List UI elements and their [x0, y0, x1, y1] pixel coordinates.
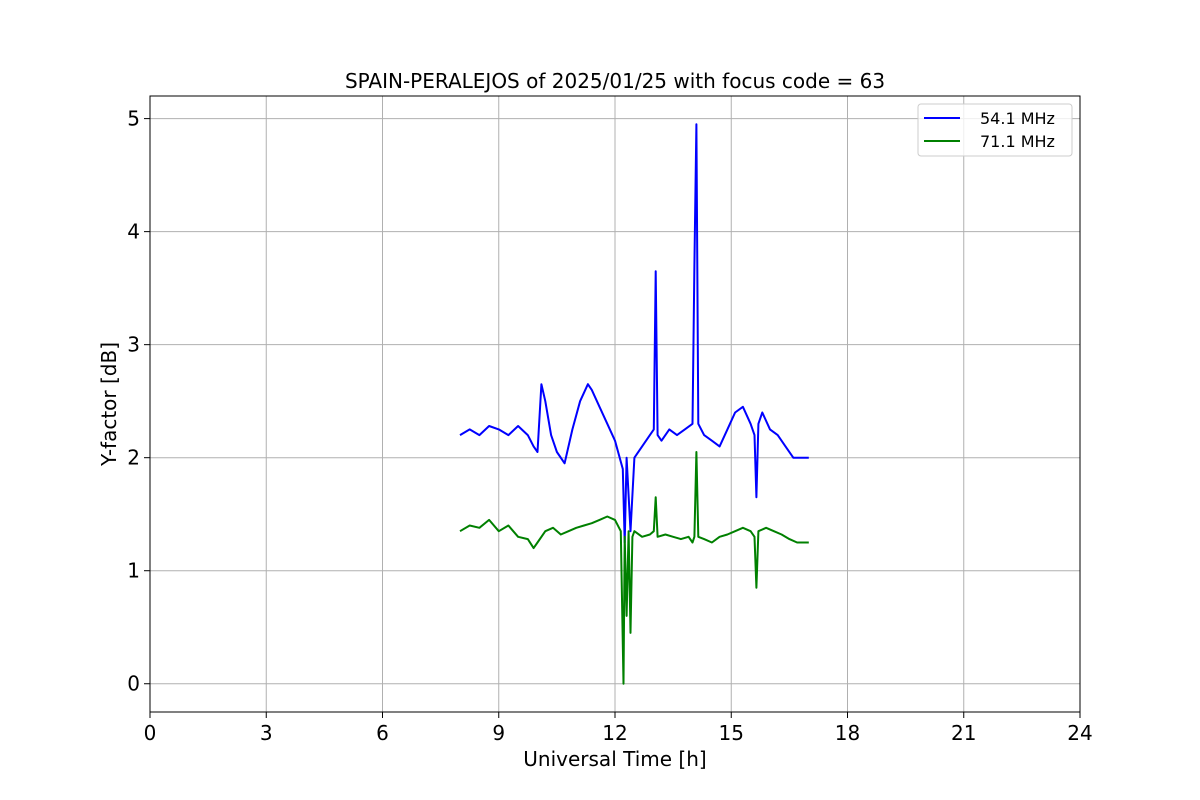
legend: 54.1 MHz 71.1 MHz — [917, 103, 1073, 157]
y-tick-label: 3 — [127, 333, 140, 357]
y-tick-label: 1 — [127, 559, 140, 583]
x-tick-label: 15 — [719, 721, 744, 745]
y-tick-label: 5 — [127, 107, 140, 131]
x-tick-label: 3 — [260, 721, 273, 745]
y-tick-label: 4 — [127, 220, 140, 244]
x-tick-label: 0 — [144, 721, 157, 745]
x-tick-label: 24 — [1067, 721, 1092, 745]
legend-label: 71.1 MHz — [980, 132, 1055, 151]
x-tick-label: 21 — [951, 721, 976, 745]
series-line-1 — [459, 451, 809, 685]
plot-series — [459, 123, 809, 685]
x-axis-label: Universal Time [h] — [523, 747, 706, 771]
series-line-0 — [459, 123, 809, 544]
legend-label: 54.1 MHz — [980, 109, 1055, 128]
y-tick-label: 2 — [127, 446, 140, 470]
chart-title: SPAIN-PERALEJOS of 2025/01/25 with focus… — [345, 69, 885, 93]
x-tick-label: 9 — [492, 721, 505, 745]
x-tick-label: 18 — [835, 721, 860, 745]
x-tick-label: 6 — [376, 721, 389, 745]
y-tick-label: 0 — [127, 672, 140, 696]
y-axis-label: Y-factor [dB] — [97, 342, 121, 467]
x-tick-label: 12 — [602, 721, 627, 745]
